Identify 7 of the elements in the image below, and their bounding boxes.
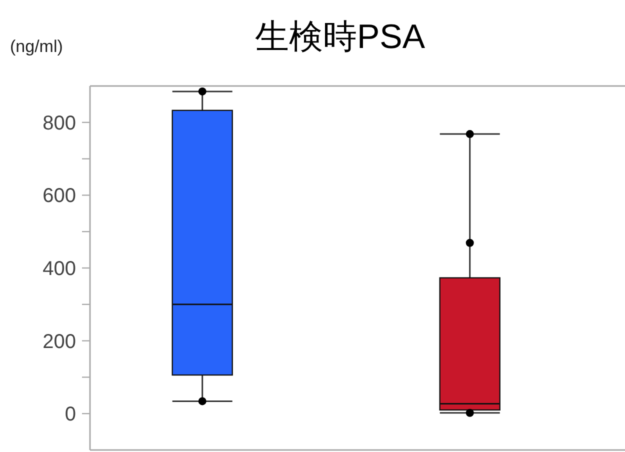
y-tick-label: 400 xyxy=(42,258,76,280)
y-axis-title: (ng/ml) xyxy=(10,37,63,56)
chart-title: 生検時PSA xyxy=(254,18,426,56)
y-tick-label: 600 xyxy=(42,185,76,208)
y-tick-label: 800 xyxy=(42,112,76,134)
y-tick-label: 200 xyxy=(42,330,76,353)
y-tick-label: 0 xyxy=(64,404,76,426)
